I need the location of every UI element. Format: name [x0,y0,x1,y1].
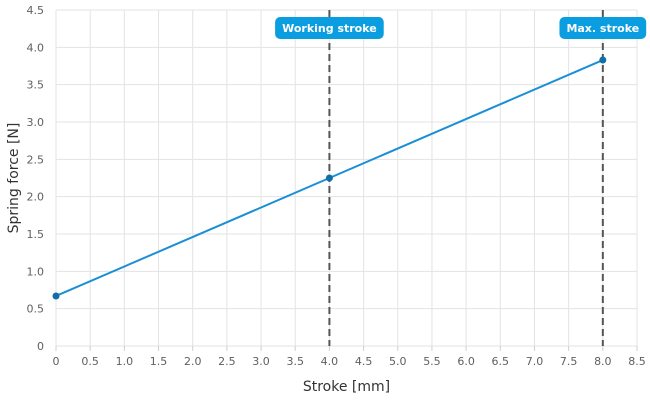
x-tick-label: 0 [53,355,60,368]
x-tick-label: 2.5 [218,355,236,368]
y-tick-label: 2.5 [27,153,45,166]
reference-label-text: Max. stroke [566,22,639,35]
x-tick-label: 4.5 [355,355,373,368]
x-tick-label: 5.5 [423,355,441,368]
reference-label-box [275,17,384,39]
grid [55,9,638,347]
data-point [599,56,607,64]
y-tick-label: 3.0 [27,116,45,129]
data-point [52,292,60,300]
y-axis-ticks: 0 0.5 1.0 1.5 2.0 2.5 3.0 3.5 4.0 4.5 [27,4,45,353]
x-tick-label: 3.5 [286,355,304,368]
x-axis-ticks: 0 0.5 1.0 1.5 2.0 2.5 3.0 3.5 4.0 4.5 5.0 5.5 6.0 6.5… [53,346,646,368]
x-tick-label: 7.5 [560,355,578,368]
series-group [52,56,607,300]
y-tick-label: 4.5 [27,4,45,17]
x-tick-label: 8.5 [628,355,646,368]
y-tick-label: 2.0 [27,191,45,204]
y-tick-label: 0.5 [27,303,45,316]
data-point [325,174,333,182]
reference-label: Max. stroke [559,17,647,39]
y-tick-label: 0 [37,340,44,353]
x-tick-label: 3.0 [252,355,270,368]
reference-label: Working stroke [275,17,384,39]
x-tick-label: 6.5 [492,355,510,368]
reference-labels: Working stroke Max. stroke [275,17,647,39]
x-tick-label: 6.0 [457,355,475,368]
x-tick-label: 2.0 [184,355,202,368]
x-tick-label: 5.0 [389,355,407,368]
reference-label-text: Working stroke [282,22,377,35]
x-tick-label: 4.0 [321,355,339,368]
x-tick-label: 1.5 [150,355,168,368]
reference-label-box [559,17,647,39]
x-tick-label: 8.0 [594,355,612,368]
y-tick-label: 3.5 [27,79,45,92]
y-tick-label: 1.5 [27,228,45,241]
y-axis-title: Spring force [N] [6,123,22,234]
x-tick-label: 7.0 [526,355,544,368]
x-axis-title: Stroke [mm] [303,379,390,395]
y-tick-label: 1.0 [27,265,45,278]
y-tick-label: 4.0 [27,41,45,54]
x-tick-label: 0.5 [81,355,99,368]
x-tick-label: 1.0 [116,355,134,368]
